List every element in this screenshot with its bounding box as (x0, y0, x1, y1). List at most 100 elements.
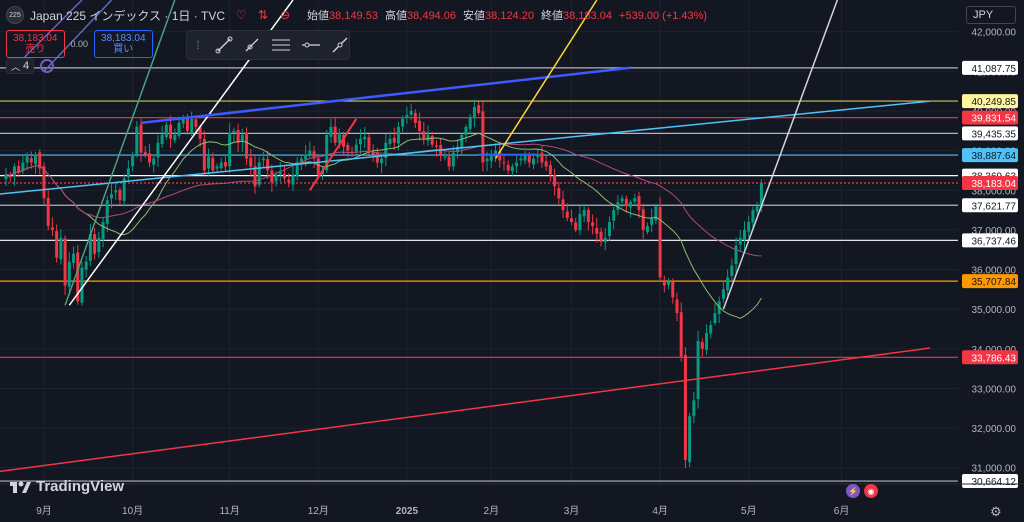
candle-body[interactable] (346, 144, 350, 151)
candle-body[interactable] (662, 279, 666, 286)
candle-body[interactable] (17, 166, 21, 173)
candle-body[interactable] (692, 400, 696, 417)
candle-body[interactable] (333, 126, 337, 143)
candle-body[interactable] (569, 218, 573, 222)
candle-body[interactable] (477, 105, 481, 113)
candle-body[interactable] (72, 253, 76, 263)
compare-icon[interactable]: ⇅ (258, 8, 269, 22)
candle-body[interactable] (607, 221, 611, 237)
candle-body[interactable] (747, 221, 751, 232)
candle-body[interactable] (236, 130, 240, 143)
candle-body[interactable] (325, 134, 329, 171)
candle-body[interactable] (114, 190, 118, 193)
candle-body[interactable] (688, 416, 692, 463)
candle-body[interactable] (451, 152, 455, 167)
candle-body[interactable] (147, 153, 151, 163)
candle-body[interactable] (46, 197, 50, 226)
candle-body[interactable] (548, 165, 552, 175)
heart-icon[interactable]: ♡ (235, 8, 247, 22)
candle-body[interactable] (59, 237, 63, 260)
candle-body[interactable] (110, 194, 113, 199)
candle-body[interactable] (283, 174, 287, 179)
candle-body[interactable] (105, 200, 109, 224)
candle-body[interactable] (515, 162, 519, 167)
candle-body[interactable] (434, 145, 438, 147)
candle-body[interactable] (447, 156, 451, 167)
candle-body[interactable] (679, 312, 683, 357)
candle-body[interactable] (12, 166, 16, 177)
candle-body[interactable] (734, 245, 738, 265)
trend-line[interactable] (494, 0, 598, 159)
trend-line[interactable] (64, 0, 176, 306)
candle-body[interactable] (675, 299, 679, 314)
candle-body[interactable] (667, 281, 671, 285)
candle-body[interactable] (616, 202, 620, 210)
more-icon[interactable]: ⊖ (280, 8, 291, 22)
candle-body[interactable] (388, 138, 392, 144)
symbol-badge[interactable]: 225 (6, 6, 24, 24)
price-level-label-bg[interactable] (962, 176, 1018, 191)
candle-body[interactable] (527, 155, 531, 163)
candle-body[interactable] (25, 156, 29, 163)
candle-body[interactable] (4, 174, 8, 180)
candle-body[interactable] (565, 211, 569, 219)
candle-body[interactable] (481, 111, 485, 163)
candle-body[interactable] (557, 188, 561, 199)
candle-body[interactable] (173, 134, 177, 141)
candle-body[interactable] (29, 158, 33, 163)
candle-body[interactable] (190, 118, 194, 134)
candle-body[interactable] (464, 126, 468, 135)
price-level-label-bg[interactable] (962, 126, 1018, 141)
indicator-toggle[interactable]: ︿ 4 (6, 58, 35, 74)
candle-body[interactable] (215, 166, 219, 169)
candle-body[interactable] (553, 174, 557, 187)
candle-body[interactable] (489, 154, 493, 161)
candle-body[interactable] (380, 158, 384, 164)
candle-body[interactable] (194, 119, 198, 127)
candle-body[interactable] (266, 159, 270, 171)
candle-body[interactable] (308, 150, 312, 156)
candle-body[interactable] (460, 134, 464, 149)
candle-body[interactable] (540, 152, 544, 163)
candle-body[interactable] (430, 135, 434, 145)
candle-body[interactable] (759, 183, 763, 208)
candle-body[interactable] (730, 265, 734, 276)
candle-body[interactable] (645, 225, 649, 232)
candle-body[interactable] (312, 151, 316, 159)
trend-line[interactable] (0, 347, 931, 473)
candle-body[interactable] (591, 222, 595, 226)
candle-body[interactable] (629, 202, 633, 208)
candle-body[interactable] (152, 158, 156, 165)
candle-body[interactable] (8, 176, 12, 178)
price-level-label-bg[interactable] (962, 274, 1018, 289)
candle-body[interactable] (42, 166, 46, 199)
candle-body[interactable] (751, 210, 755, 223)
candle-body[interactable] (405, 114, 409, 118)
candle-body[interactable] (738, 237, 742, 245)
candle-body[interactable] (223, 162, 227, 167)
horizontal-line-tool-icon[interactable] (301, 35, 321, 55)
candle-body[interactable] (683, 354, 687, 460)
candle-body[interactable] (118, 190, 122, 201)
candle-body[interactable] (468, 116, 472, 129)
candle-body[interactable] (249, 157, 253, 167)
candle-body[interactable] (713, 313, 717, 324)
candle-body[interactable] (354, 144, 358, 152)
candle-body[interactable] (198, 127, 202, 139)
candle-body[interactable] (232, 130, 236, 134)
candle-body[interactable] (261, 158, 265, 161)
settings-icon[interactable]: ⚙ (990, 504, 1002, 519)
candle-body[interactable] (726, 277, 730, 291)
candle-body[interactable] (426, 134, 430, 141)
candle-body[interactable] (84, 261, 88, 270)
candle-body[interactable] (755, 206, 759, 212)
candle-body[interactable] (506, 164, 510, 171)
candle-body[interactable] (586, 209, 590, 222)
parallel-channel-tool-icon[interactable] (271, 35, 291, 55)
trend-line[interactable] (309, 118, 358, 191)
candle-body[interactable] (603, 237, 607, 243)
candle-body[interactable] (291, 174, 295, 185)
candle-body[interactable] (485, 158, 489, 162)
candle-body[interactable] (367, 137, 371, 151)
